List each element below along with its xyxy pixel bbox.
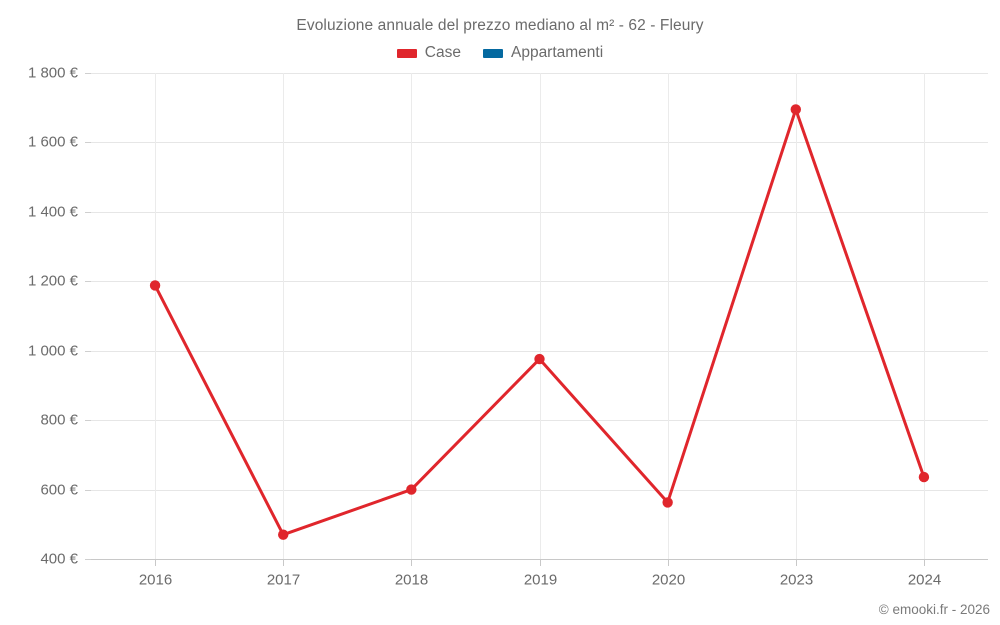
x-axis-tick-label: 2020	[652, 571, 685, 588]
chart-title: Evoluzione annuale del prezzo mediano al…	[296, 17, 704, 34]
legend-item-case[interactable]: Case	[396, 44, 461, 62]
legend-label-case: Case	[424, 44, 461, 61]
y-gridlines	[85, 73, 988, 560]
legend-swatch-case	[396, 48, 417, 58]
y-axis-tick-label: 800 €	[40, 411, 78, 428]
data-points	[149, 104, 930, 540]
data-point[interactable]	[149, 280, 161, 291]
y-axis-tick-label: 1 400 €	[28, 203, 79, 220]
y-axis-tick-label: 1 600 €	[28, 133, 79, 150]
y-axis-tick-label: 1 200 €	[28, 272, 79, 289]
series-lines	[153, 107, 926, 537]
x-axis-tick-label: 2018	[395, 571, 428, 588]
data-point[interactable]	[534, 353, 545, 365]
y-axis-tick-label: 1 000 €	[28, 342, 79, 359]
legend-swatch-appartamenti	[482, 48, 503, 58]
x-axis-labels: 2016 2017 2018 2019 2020 2023 2024	[139, 571, 941, 588]
legend-label-appartamenti: Appartamenti	[510, 44, 604, 61]
x-axis-tick-label: 2016	[139, 571, 172, 588]
x-axis-tick-label: 2017	[267, 571, 300, 588]
data-point[interactable]	[790, 104, 801, 115]
y-axis-labels: 400 € 600 € 800 € 1 000 € 1 200 € 1 400 € 1 60…	[28, 64, 79, 567]
legend-item-appartamenti[interactable]: Appartamenti	[482, 44, 604, 62]
data-point[interactable]	[662, 497, 673, 508]
x-axis-tick-label: 2019	[524, 571, 557, 588]
x-axis-tick-label: 2024	[908, 571, 941, 588]
chart-legend: Case Appartamenti	[0, 44, 1000, 62]
x-axis-tick-label: 2023	[780, 571, 813, 588]
data-point[interactable]	[278, 529, 289, 540]
series-line-case	[153, 107, 926, 537]
y-axis-tick-label: 1 800 €	[28, 64, 79, 81]
data-point[interactable]	[406, 484, 417, 495]
y-axis-tick-label: 600 €	[40, 481, 78, 498]
copyright-credit: © emooki.fr - 2026	[878, 602, 990, 617]
data-point[interactable]	[918, 471, 930, 483]
y-axis-tick-label: 400 €	[40, 550, 78, 567]
